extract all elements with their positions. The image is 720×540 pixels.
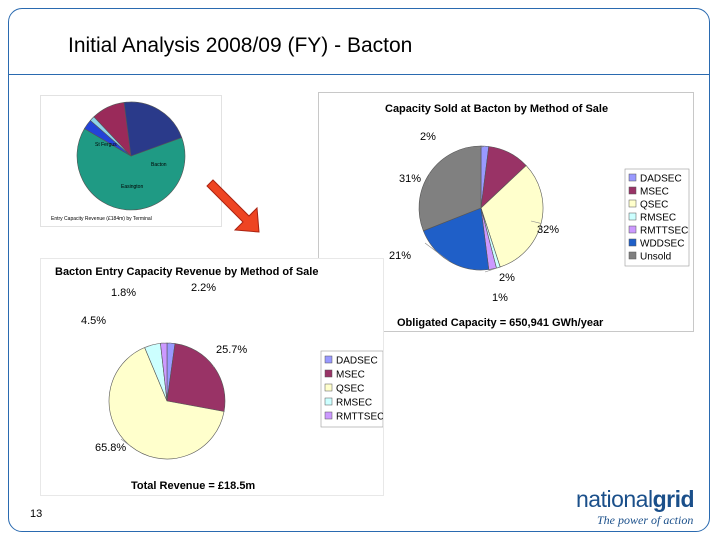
capacity-label-qsec: 32% [537,224,559,236]
terminal-chart-title: Entry Capacity Revenue (£184m) by Termin… [51,216,152,222]
revenue-legend-label-dadsec: DADSEC [336,356,378,367]
revenue-label-msec: 25.7% [216,344,247,356]
revenue-label-qsec: 65.8% [95,442,126,454]
capacity-legend-swatch-rmsec [628,212,637,221]
capacity-chart-title: Capacity Sold at Bacton by Method of Sal… [385,103,608,115]
revenue-chart-footer: Total Revenue = £18.5m [131,480,255,492]
revenue-legend-label-rmttsec: RMTTSEC [336,412,383,423]
capacity-leader-qsec [530,220,542,224]
revenue-legend-label-rmsec: RMSEC [336,398,372,409]
capacity-legend-label-rmttsec: RMTTSEC [640,226,688,237]
capacity-leader-dadsec [476,145,485,150]
title-divider [8,74,710,75]
logo-word-grid: grid [652,486,695,512]
capacity-legend-swatch-msec [628,186,637,195]
terminal-label-easington: Easington [121,184,143,190]
revenue-chart-title: Bacton Entry Capacity Revenue by Method … [55,266,318,278]
capacity-chart-footer: Obligated Capacity = 650,941 GWh/year [397,317,604,329]
revenue-leader-rmsec [140,344,153,350]
capacity-legend-swatch-qsec [628,199,637,208]
capacity-legend-label-msec: MSEC [640,187,669,198]
slide-title: Initial Analysis 2008/09 (FY) - Bacton [68,34,413,57]
capacity-legend-swatch-wddsec [628,238,637,247]
capacity-label-unsold: 31% [399,173,421,185]
capacity-legend-swatch-rmttsec [628,225,637,234]
terminal-chart-panel: St Fergus Bacton Easington Entry Capacit… [40,95,222,227]
capacity-legend-swatch-unsold [628,251,637,260]
revenue-legend-swatch-rmsec [324,397,333,406]
revenue-legend-swatch-msec [324,369,333,378]
revenue-leader-qsec [120,438,131,447]
revenue-legend-swatch-qsec [324,383,333,392]
revenue-legend-label-msec: MSEC [336,370,365,381]
arrow-icon [206,179,260,233]
capacity-legend-label-rmsec: RMSEC [640,213,676,224]
capacity-label-rmttsec: 2% [499,272,515,284]
capacity-leader-rmttsec [488,268,493,271]
logo-tagline: The power of action [597,513,694,527]
capacity-legend-label-dadsec: DADSEC [640,174,682,185]
revenue-label-rmttsec: 1.8% [111,287,136,299]
capacity-chart: Capacity Sold at Bacton by Method of Sal… [385,103,690,329]
capacity-label-dadsec: 2% [420,131,436,143]
slide-frame [8,8,710,532]
page-number: 13 [30,508,43,520]
capacity-label-wddsec: 21% [389,250,411,262]
capacity-leader-wddsec [424,242,450,262]
revenue-legend-swatch-dadsec [324,355,333,364]
capacity-leader-rmsec [484,267,499,273]
capacity-legend-label-wddsec: WDDSEC [640,239,684,250]
logo-word-national: national [576,486,653,512]
capacity-label-rmsec: 1% [492,292,508,304]
national-grid-logo: nationalgrid The power of action [576,486,695,528]
terminal-slice-easington [123,101,183,157]
capacity-legend-swatch-dadsec [628,173,637,182]
terminal-label-bacton: Bacton [151,162,167,168]
terminal-label-st-fergus: St Fergus [95,142,117,148]
revenue-legend-swatch-rmttsec [324,411,333,420]
revenue-chart-panel: Bacton Entry Capacity Revenue by Method … [40,258,384,496]
revenue-label-dadsec: 2.2% [191,282,216,294]
revenue-label-rmsec: 4.5% [81,315,106,327]
terminal-slice-st-fergus [76,128,186,211]
revenue-leader-msec [212,365,215,368]
terminal-chart: St Fergus Bacton Easington Entry Capacit… [51,101,186,222]
capacity-legend-label-unsold: Unsold [640,252,671,263]
revenue-legend-label-qsec: QSEC [336,384,364,395]
capacity-leader-unsold [428,173,431,186]
revenue-chart: Bacton Entry Capacity Revenue by Method … [55,266,384,492]
capacity-legend-label-qsec: QSEC [640,200,668,211]
